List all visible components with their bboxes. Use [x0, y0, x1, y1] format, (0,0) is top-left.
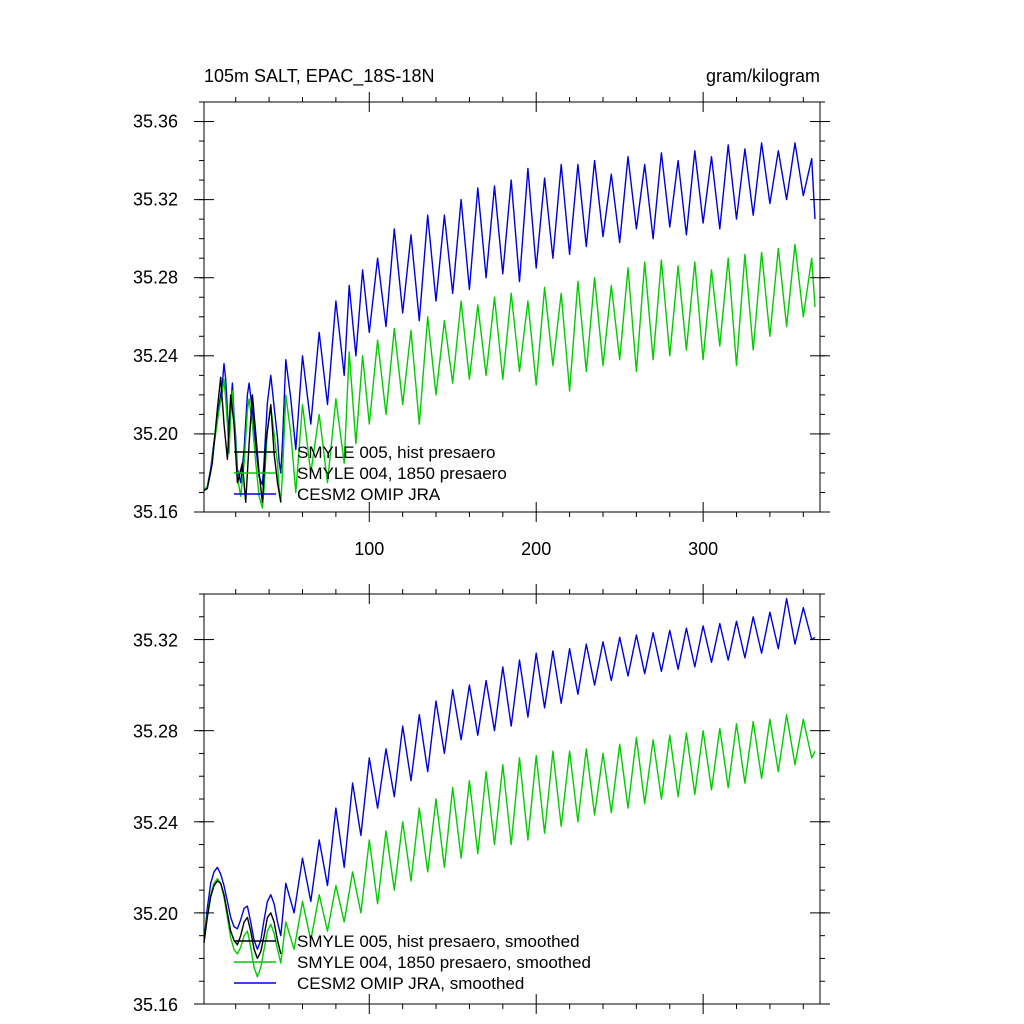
top-xtick-label: 100 — [354, 539, 384, 559]
top-ytick-label: 35.28 — [133, 268, 178, 288]
bot-ytick-label: 35.24 — [133, 813, 178, 833]
bot-legend-label-2: CESM2 OMIP JRA, smoothed — [297, 974, 524, 993]
bottom-legend: SMYLE 005, hist presaero, smoothed SMYLE … — [234, 932, 591, 993]
top-xtick-label: 300 — [688, 539, 718, 559]
top-series-line-1 — [203, 243, 816, 509]
bot-ytick-label: 35.32 — [133, 631, 178, 651]
top-ytick-label: 35.32 — [133, 190, 178, 210]
top-series-line-0 — [203, 376, 282, 503]
top-panel: 105m SALT, EPAC_18S-18N gram/kilogram 35… — [133, 66, 830, 559]
top-axis-ticks: 35.16 35.20 35.24 35.28 35.32 35.36 100 200 300 — [133, 92, 830, 559]
bot-series-line-0 — [203, 880, 282, 960]
bot-series-line-2 — [203, 597, 816, 950]
top-legend-label-0: SMYLE 005, hist presaero — [297, 443, 495, 462]
bot-legend-label-0: SMYLE 005, hist presaero, smoothed — [297, 932, 580, 951]
top-xtick-label: 200 — [521, 539, 551, 559]
top-series-group — [203, 142, 816, 509]
top-series-line-2 — [203, 142, 816, 491]
top-plot-frame — [203, 101, 821, 513]
top-legend-label-1: SMYLE 004, 1850 presaero — [297, 464, 507, 483]
bot-ytick-label: 35.28 — [133, 722, 178, 742]
top-legend: SMYLE 005, hist presaero SMYLE 004, 1850 … — [234, 443, 507, 504]
bottom-axis-ticks: 35.16 35.20 35.24 35.28 35.32 — [133, 584, 830, 1015]
top-chart-title: 105m SALT, EPAC_18S-18N — [204, 66, 434, 87]
top-ytick-label: 35.20 — [133, 424, 178, 444]
bottom-series-group — [203, 597, 816, 978]
bot-ytick-label: 35.16 — [133, 995, 178, 1015]
top-ytick-label: 35.36 — [133, 112, 178, 132]
bot-legend-label-1: SMYLE 004, 1850 presaero, smoothed — [297, 953, 591, 972]
top-ytick-label: 35.24 — [133, 346, 178, 366]
top-chart-units: gram/kilogram — [706, 66, 820, 86]
bot-series-line-1 — [203, 714, 816, 978]
bot-ytick-label: 35.20 — [133, 904, 178, 924]
top-legend-label-2: CESM2 OMIP JRA — [297, 485, 441, 504]
top-ytick-label: 35.16 — [133, 502, 178, 522]
bottom-panel: 35.16 35.20 35.24 35.28 35.32 SMYLE 005, his… — [133, 584, 830, 1015]
